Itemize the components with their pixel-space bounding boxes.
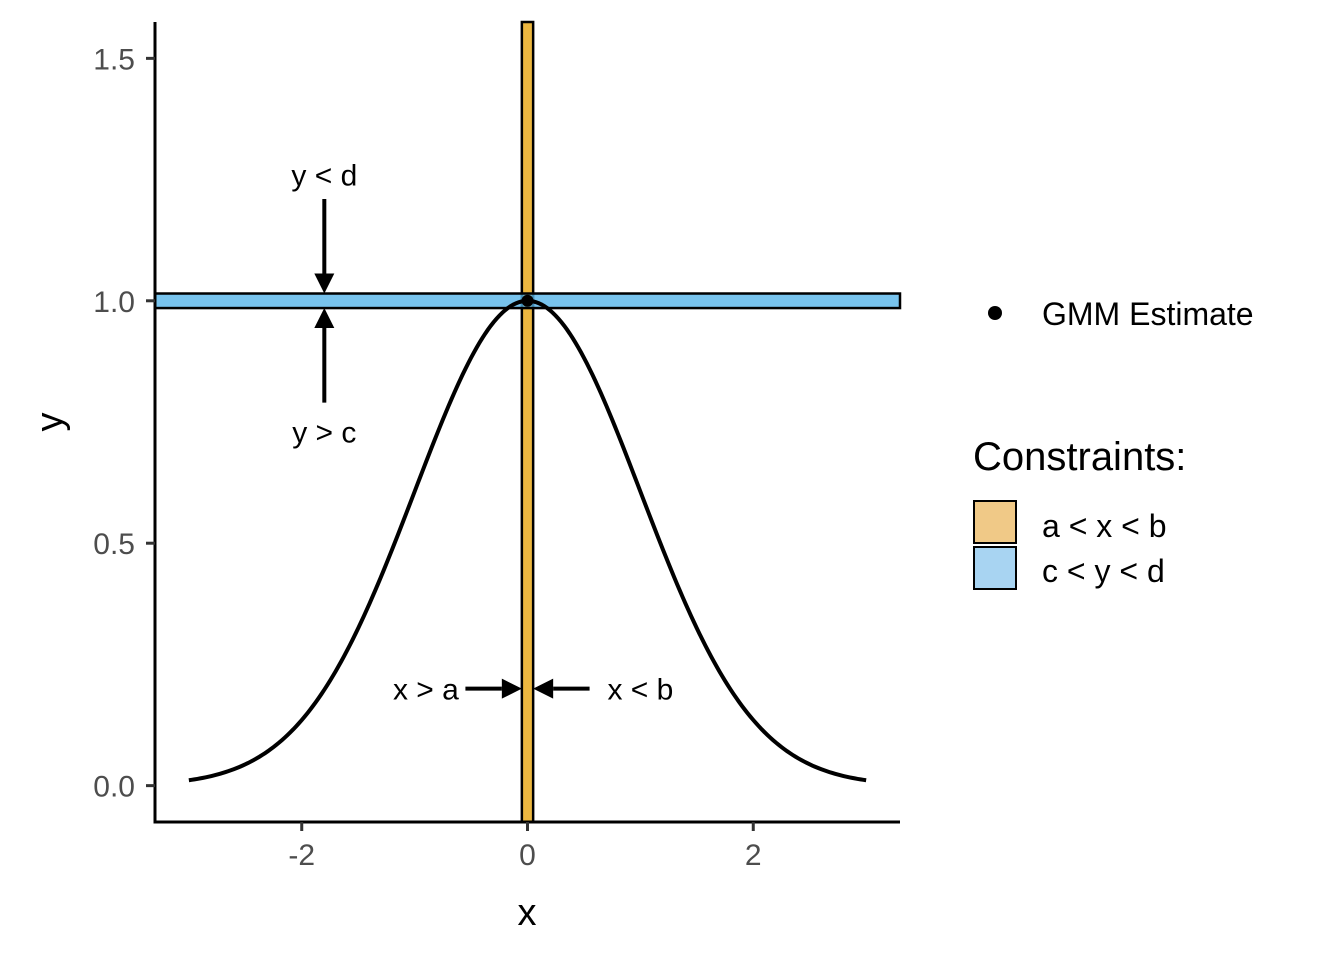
- x-axis-title: x: [518, 892, 537, 934]
- legend: GMM Estimate Constraints: a < x < b c < …: [973, 296, 1254, 590]
- legend-gmm-point-icon: [988, 306, 1002, 320]
- annotation-label: y > c: [292, 417, 356, 450]
- annotation-label: x > a: [393, 674, 459, 707]
- annotation-label: x < b: [607, 674, 673, 707]
- legend-gmm-label: GMM Estimate: [1042, 296, 1254, 332]
- annotation-arrow-head: [533, 678, 554, 699]
- legend-x-band-label: a < x < b: [1042, 508, 1167, 544]
- x-ticks: -2 0 2: [288, 822, 762, 872]
- x-tick-label: 2: [745, 839, 762, 872]
- x-tick-label: 0: [519, 839, 536, 872]
- x-tick-label: -2: [288, 839, 315, 872]
- curve-layer: [188, 294, 867, 783]
- annotation-arrow-head: [314, 273, 335, 294]
- y-tick-label: 1.5: [93, 43, 135, 76]
- constraint-bands: [153, 20, 902, 824]
- legend-constraints-title: Constraints:: [973, 435, 1186, 479]
- annotations: y < d y > c x > a x < b: [291, 160, 673, 707]
- annotation-arrow-head: [314, 308, 335, 329]
- y-ticks: 0.0 0.5 1.0 1.5: [93, 43, 155, 804]
- gmm-estimate-point: [521, 294, 534, 307]
- y-axis-title: y: [29, 413, 71, 432]
- y-tick-label: 0.5: [93, 528, 135, 561]
- y-tick-label: 0.0: [93, 771, 135, 804]
- annotation-label: y < d: [291, 160, 357, 193]
- legend-y-band-swatch: [973, 546, 1017, 590]
- annotation-arrow-head: [501, 678, 522, 699]
- y-tick-label: 1.0: [93, 286, 135, 319]
- legend-x-band-swatch: [973, 500, 1017, 544]
- x-constraint-band: [520, 20, 535, 824]
- legend-y-band-label: c < y < d: [1042, 553, 1165, 589]
